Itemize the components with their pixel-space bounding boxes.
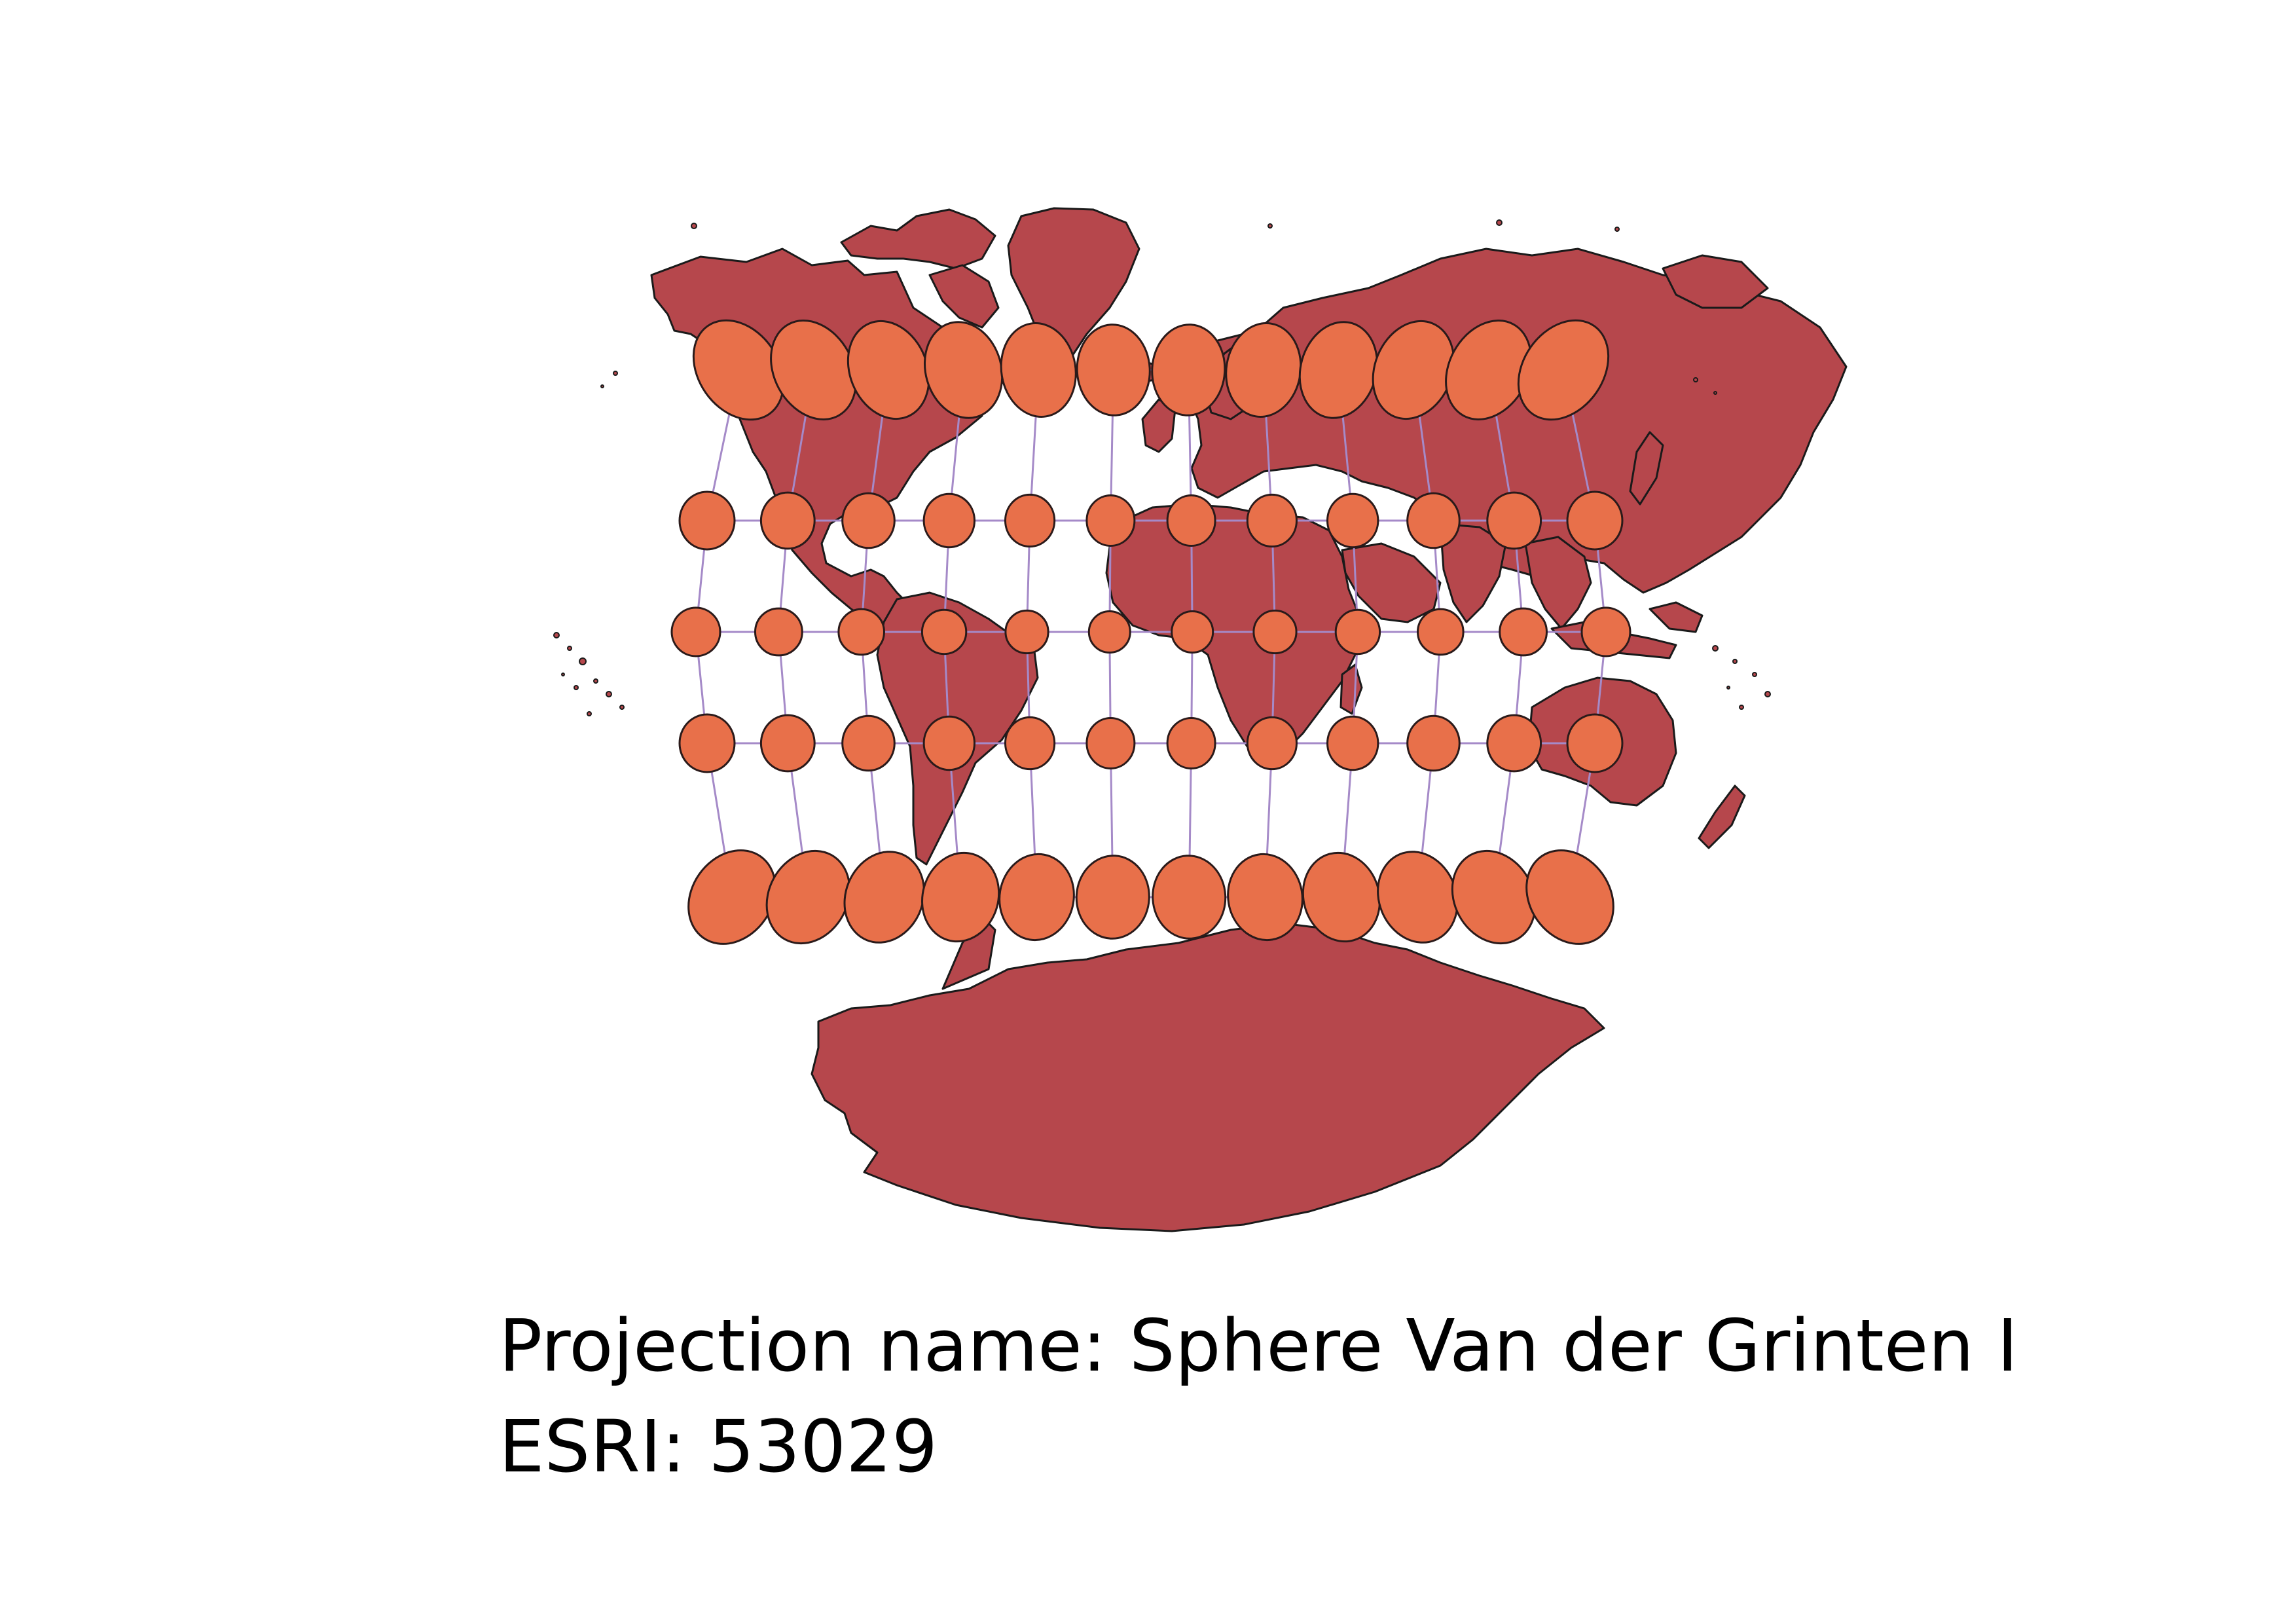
indicatrix-ellipse	[692, 319, 785, 421]
indicatrix-ellipse	[765, 849, 851, 945]
indicatrix-ellipse	[922, 492, 976, 549]
indicatrix-ellipse	[1166, 494, 1216, 547]
landmass-british-isles	[1141, 398, 1176, 453]
landmass-north-america	[650, 248, 990, 643]
indicatrix-ellipse	[1004, 493, 1056, 548]
landmass-baffin	[928, 264, 1000, 329]
indicatrix-ellipse	[1566, 713, 1624, 773]
projection-caption: Projection name: Sphere Van der Grinten …	[499, 1295, 2018, 1497]
indicatrix-ellipse	[843, 851, 925, 944]
indicatrix-ellipse	[923, 321, 1004, 419]
indicatrix-ellipse	[754, 607, 803, 657]
landmass-arabia	[1341, 542, 1442, 623]
indicatrix-ellipse	[1152, 855, 1227, 940]
indicatrix-ellipse	[841, 714, 896, 772]
indicatrix-ellipse	[1004, 716, 1056, 771]
indicatrix-ellipse	[770, 320, 857, 420]
indicatrix-ellipse	[1486, 491, 1542, 550]
indicatrix-ellipse	[759, 491, 816, 550]
landmass-india	[1439, 523, 1507, 623]
tissot-indicatrix	[670, 319, 1631, 945]
indicatrix-ellipse	[1076, 323, 1151, 416]
indicatrix-ellipse	[1252, 609, 1298, 655]
landmass-madagascar	[1339, 663, 1363, 715]
indicatrix-ellipse	[1517, 319, 1610, 421]
landmass-southeast-asia	[1524, 536, 1592, 630]
indicatrix-ellipse	[1566, 490, 1624, 551]
indicatrix-ellipse	[1406, 714, 1461, 772]
indicatrix-ellipse	[687, 849, 776, 945]
indicatrix-ellipse	[1246, 716, 1298, 771]
indicatrix-ellipse	[1525, 849, 1614, 945]
indicatrix-ellipse	[847, 320, 930, 420]
indicatrix-ellipse	[1075, 855, 1150, 940]
landmass-far-east	[1662, 254, 1769, 309]
indicatrix-ellipse	[1499, 607, 1548, 657]
indicatrix-ellipse	[678, 713, 736, 773]
landmass-arctic-islands	[840, 208, 996, 270]
indicatrix-ellipse	[1085, 717, 1136, 769]
indicatrix-ellipse	[678, 490, 736, 551]
landmass-new-guinea	[1649, 601, 1704, 633]
landmass-new-zealand	[1698, 784, 1746, 849]
indicatrix-ellipse	[1000, 322, 1077, 418]
indicatrix-ellipse	[1486, 714, 1542, 773]
indicatrix-ellipse	[1246, 493, 1298, 548]
indicatrix-ellipse	[920, 608, 968, 655]
projection-code: ESRI: 53029	[499, 1405, 938, 1488]
indicatrix-ellipse	[841, 492, 896, 549]
indicatrix-ellipse	[1417, 608, 1465, 656]
indicatrix-ellipse	[837, 608, 885, 656]
indicatrix-ellipse	[1171, 610, 1214, 654]
indicatrix-ellipse	[670, 606, 721, 657]
indicatrix-ellipse	[1406, 492, 1461, 549]
landmass-japan	[1629, 431, 1664, 506]
indicatrix-ellipse	[1227, 853, 1303, 942]
indicatrix-ellipse	[1087, 610, 1131, 654]
indicatrix-ellipse	[1085, 494, 1136, 547]
indicatrix-ellipse	[1334, 608, 1381, 655]
indicatrix-ellipse	[1004, 609, 1049, 655]
indicatrix-ellipse	[1326, 492, 1379, 549]
indicatrix-ellipse	[998, 853, 1075, 942]
indicatrix-ellipse	[1151, 323, 1226, 416]
indicatrix-ellipse	[1580, 606, 1631, 657]
scattered-islands	[553, 219, 1771, 716]
indicatrix-ellipse	[921, 851, 1000, 943]
indicatrix-ellipse	[922, 715, 976, 771]
indicatrix-ellipse	[1326, 715, 1379, 771]
landmass-antarctica	[811, 922, 1605, 1232]
indicatrix-ellipse	[1166, 717, 1216, 769]
indicatrix-ellipse	[759, 714, 816, 773]
projection-name: Projection name: Sphere Van der Grinten …	[499, 1304, 2018, 1388]
